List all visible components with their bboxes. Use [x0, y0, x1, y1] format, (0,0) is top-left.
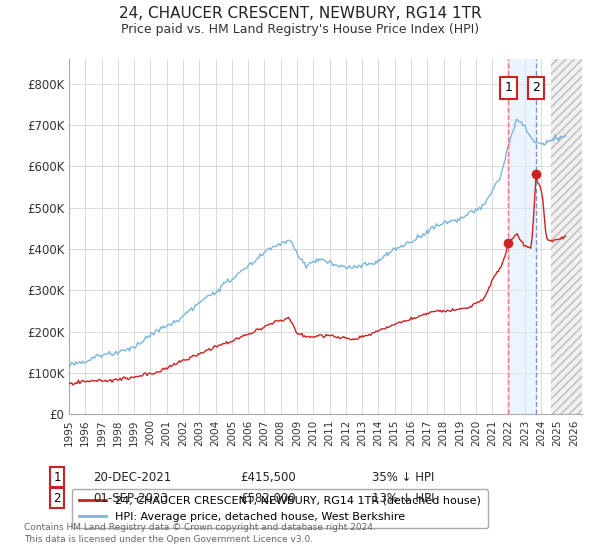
Text: 1: 1 [53, 470, 61, 484]
Text: 20-DEC-2021: 20-DEC-2021 [93, 470, 171, 484]
Text: 13% ↓ HPI: 13% ↓ HPI [372, 492, 434, 505]
Bar [508, 59, 536, 414]
Text: 2: 2 [532, 81, 540, 94]
Text: Contains HM Land Registry data © Crown copyright and database right 2024.
This d: Contains HM Land Registry data © Crown c… [24, 522, 376, 544]
Text: £582,000: £582,000 [240, 492, 296, 505]
Text: £415,500: £415,500 [240, 470, 296, 484]
Text: 24, CHAUCER CRESCENT, NEWBURY, RG14 1TR: 24, CHAUCER CRESCENT, NEWBURY, RG14 1TR [119, 6, 481, 21]
Bar [551, 59, 582, 414]
Legend: 24, CHAUCER CRESCENT, NEWBURY, RG14 1TR (detached house), HPI: Average price, de: 24, CHAUCER CRESCENT, NEWBURY, RG14 1TR … [72, 489, 488, 528]
Text: 2: 2 [53, 492, 61, 505]
Bar [551, 59, 582, 414]
Text: 1: 1 [504, 81, 512, 94]
Text: 01-SEP-2023: 01-SEP-2023 [93, 492, 168, 505]
Text: 35% ↓ HPI: 35% ↓ HPI [372, 470, 434, 484]
Text: Price paid vs. HM Land Registry's House Price Index (HPI): Price paid vs. HM Land Registry's House … [121, 24, 479, 36]
